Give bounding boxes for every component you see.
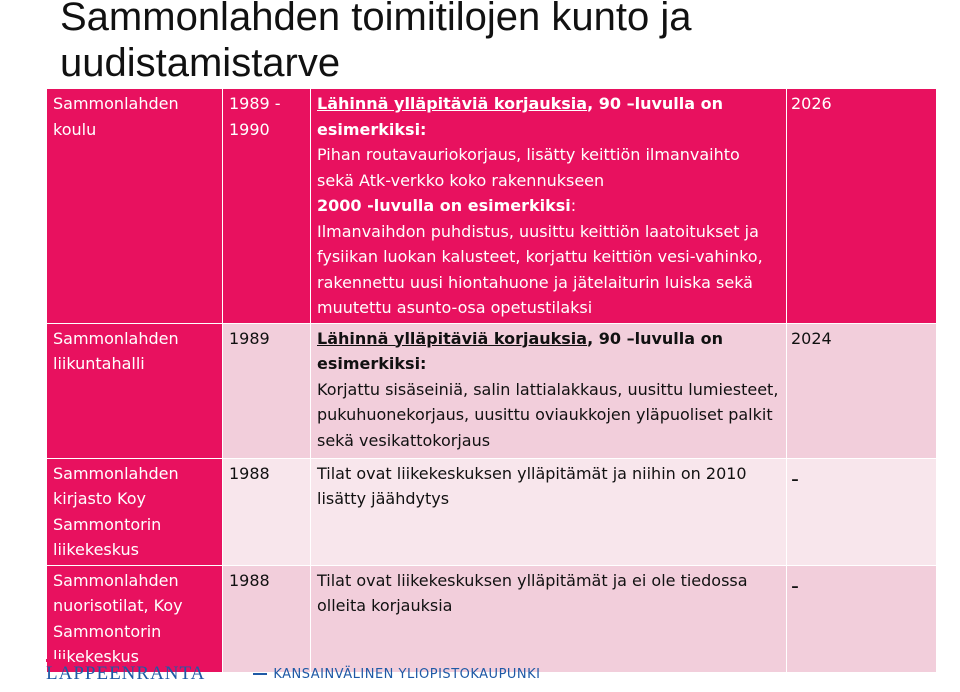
repair-details-90s: Pihan routavauriokorjaus, lisätty keitti… — [317, 145, 740, 190]
build-year: 1988 — [222, 457, 311, 566]
table-row: Sammonlahden kirjasto Koy Sammontorin li… — [46, 457, 937, 566]
renovation-year: - — [791, 573, 799, 599]
table-row: Sammonlahden koulu 1989 - 1990 Lähinnä y… — [46, 88, 937, 324]
repair-summary: Lähinnä ylläpitäviä korjauksia — [317, 94, 588, 113]
page-title: Sammonlahden toimitilojen kunto ja uudis… — [60, 0, 692, 85]
city-tagline: KANSAINVÄLINEN YLIOPISTOKAUPUNKI — [253, 667, 540, 682]
renovation-year: 2024 — [786, 322, 937, 459]
repair-summary-2000s-rest: : — [570, 196, 577, 215]
premises-table: Sammonlahden koulu 1989 - 1990 Lähinnä y… — [46, 88, 937, 673]
repair-details: Korjattu sisäseiniä, salin lattialakkaus… — [317, 379, 779, 450]
table-row: Sammonlahden liikuntahalli 1989 Lähinnä … — [46, 322, 937, 459]
building-name: Sammonlahden nuorisotilat, Koy Sammontor… — [46, 564, 223, 673]
build-year: 1989 — [222, 322, 311, 459]
build-year: 1988 — [222, 564, 311, 673]
repair-history: Lähinnä ylläpitäviä korjauksia, 90 –luvu… — [310, 88, 787, 324]
city-logo: LAPPEENRANTA — [46, 659, 206, 684]
repair-summary-rest: , 90 –luvulla on esimerkiksi: — [317, 94, 723, 139]
repair-history: Tilat ovat liikekeskuksen ylläpitämät ja… — [310, 564, 787, 673]
building-name: Sammonlahden koulu — [46, 88, 223, 324]
renovation-year: - — [791, 466, 799, 492]
build-year: 1989 - 1990 — [222, 88, 311, 324]
renovation-year: 2026 — [786, 88, 937, 324]
building-name: Sammonlahden liikuntahalli — [46, 322, 223, 459]
repair-summary-rest: , 90 –luvulla on esimerkiksi: — [317, 328, 723, 374]
table-row: Sammonlahden nuorisotilat, Koy Sammontor… — [46, 564, 937, 673]
repair-history: Tilat ovat liikekeskuksen ylläpitämät ja… — [310, 457, 787, 566]
repair-summary: Lähinnä ylläpitäviä korjauksia — [317, 328, 588, 348]
repair-details-2000s: Ilmanvaihdon puhdistus, uusittu keittiön… — [317, 221, 763, 318]
repair-history: Lähinnä ylläpitäviä korjauksia, 90 –luvu… — [310, 322, 787, 459]
building-name: Sammonlahden kirjasto Koy Sammontorin li… — [46, 457, 223, 566]
repair-summary-2000s: 2000 -luvulla on esimerkiksi — [317, 196, 571, 215]
footer: LAPPEENRANTA KANSAINVÄLINEN YLIOPISTOKAU… — [46, 659, 546, 689]
